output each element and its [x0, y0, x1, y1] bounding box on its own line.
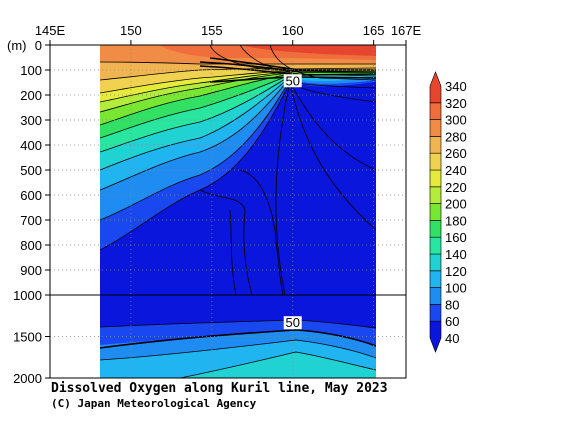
- colorbar-label: 180: [445, 213, 467, 228]
- dotted-grid: [50, 45, 406, 378]
- colorbar-segment: [429, 253, 442, 272]
- x-tick-label: 145E: [35, 23, 66, 38]
- colorbar-label: 120: [445, 264, 467, 279]
- colorbar-segment: [429, 287, 442, 305]
- y-unit-label: (m): [7, 38, 27, 53]
- y-tick-label: 2000: [13, 371, 42, 386]
- colorbar-label: 200: [445, 197, 467, 212]
- colorbar-segment: [429, 136, 442, 154]
- credit-text: (C) Japan Meteorological Agency: [51, 397, 257, 410]
- colorbar-label: 260: [445, 146, 467, 161]
- contour-label: 50: [285, 73, 299, 88]
- plot-frame: [49, 44, 407, 379]
- colorbar-segment: [429, 220, 442, 238]
- contour-label-box: [283, 316, 302, 330]
- colorbar-segment: [429, 270, 442, 288]
- y-tick-label: 800: [20, 238, 42, 253]
- colorbar-segment: [429, 152, 442, 171]
- y-tick-label: 100: [20, 63, 42, 78]
- x-tick-label: 165: [363, 23, 385, 38]
- x-tick-label: 160: [282, 23, 304, 38]
- y-tick-label: 900: [20, 263, 42, 278]
- y-tick-label: 500: [20, 163, 42, 178]
- colorbar-label: 280: [445, 129, 467, 144]
- y-tick-label: 0: [35, 38, 42, 53]
- contour-label-box: [283, 74, 302, 88]
- colorbar-label: 340: [445, 79, 467, 94]
- colorbar-segment: [429, 304, 442, 322]
- y-tick-label: 300: [20, 113, 42, 128]
- colorbar-segment: [429, 71, 442, 104]
- upper-contour-50-line: [199, 57, 376, 83]
- colorbar-label: 60: [445, 314, 459, 329]
- colorbar-label: 100: [445, 281, 467, 296]
- lower-contour-50-line: [100, 329, 376, 349]
- colorbar-label: 220: [445, 180, 467, 195]
- contour-labels: 50 50: [283, 73, 302, 330]
- colorbar-segment: [429, 119, 442, 137]
- chart-title: Dissolved Oxygen along Kuril line, May 2…: [51, 381, 388, 396]
- y-tick-label: 1000: [13, 288, 42, 303]
- x-tick-label: 155: [201, 23, 223, 38]
- x-tick-label: 167E: [391, 23, 422, 38]
- colorbar-label: 160: [445, 230, 467, 245]
- upper-contour-lines: [100, 45, 376, 295]
- colorbar-label: 140: [445, 247, 467, 262]
- colorbar-segment: [429, 186, 442, 204]
- colorbar-segment: [429, 102, 442, 120]
- colorbar-label: 80: [445, 297, 459, 312]
- colorbar-segment: [429, 169, 442, 188]
- y-tick-label: 200: [20, 88, 42, 103]
- x-axis: 145E 150 155 160 165 167E: [35, 23, 422, 45]
- contour-label: 50: [285, 315, 299, 330]
- y-tick-label: 400: [20, 138, 42, 153]
- colorbar-label: 300: [445, 113, 467, 128]
- colorbar-segment: [429, 236, 442, 255]
- y-axis: 0 100 200 300 400 500 600 700 800 900 1000 1500 2000: [13, 38, 50, 386]
- y-tick-label: 1500: [13, 330, 42, 345]
- colorbar-label: 240: [445, 163, 467, 178]
- x-tick-label: 150: [120, 23, 142, 38]
- colorbar-segment: [429, 320, 442, 353]
- y-tick-label: 700: [20, 213, 42, 228]
- colorbar-label: 40: [445, 331, 459, 346]
- colorbar-segment: [429, 203, 442, 221]
- y-tick-label: 600: [20, 188, 42, 203]
- lower-contour-lines: [100, 319, 376, 378]
- colorbar-label: 320: [445, 96, 467, 111]
